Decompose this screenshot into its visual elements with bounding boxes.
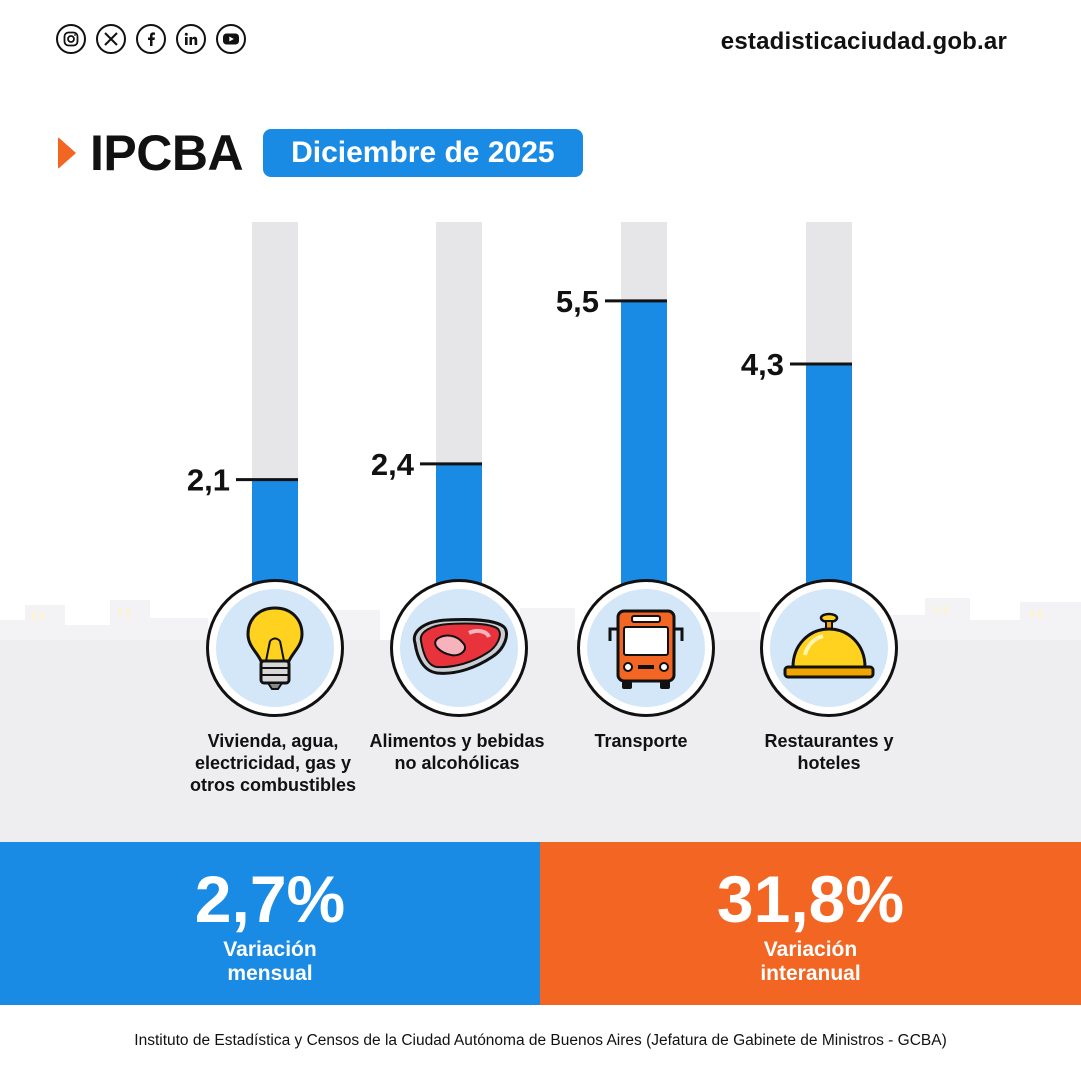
annual-variation-panel: 31,8% Variación interanual xyxy=(540,842,1081,1005)
bar-value-label: 5,5 xyxy=(556,284,599,319)
category-label: Restaurantes y hoteles xyxy=(764,731,894,773)
category-label: Vivienda, agua, electricidad, gas y otro… xyxy=(189,731,357,795)
page-title: IPCBA xyxy=(90,125,244,181)
monthly-variation-value: 2,7% xyxy=(194,862,346,936)
meat-icon xyxy=(412,618,508,675)
category-icon-circle xyxy=(206,579,344,717)
category-label: Alimentos y bebidas no alcohólicas xyxy=(369,731,545,773)
annual-variation-value: 31,8% xyxy=(716,862,905,936)
bar xyxy=(436,463,482,590)
linkedin-icon[interactable] xyxy=(176,24,206,54)
monthly-variation-label: Variación mensual xyxy=(223,938,317,985)
site-url[interactable]: estadisticaciudad.gob.ar xyxy=(720,28,1007,55)
service-bell-icon xyxy=(783,612,875,679)
bar-value-label: 2,1 xyxy=(187,463,230,498)
category-icon-circle xyxy=(577,579,715,717)
skyline-band xyxy=(0,640,1081,842)
category-icon-circle xyxy=(760,579,898,717)
bus-icon xyxy=(608,609,684,689)
instagram-icon[interactable] xyxy=(56,24,86,54)
social-links xyxy=(56,24,246,54)
date-badge: Diciembre de 2025 xyxy=(263,129,583,177)
category-label: Transporte xyxy=(594,731,688,751)
monthly-variation-panel: 2,7% Variación mensual xyxy=(0,842,540,1005)
title-row: IPCBA Diciembre de 2025 xyxy=(58,124,583,182)
title-arrow-icon xyxy=(58,137,76,169)
bar xyxy=(621,300,667,590)
category-icon-circle xyxy=(390,579,528,717)
youtube-icon[interactable] xyxy=(216,24,246,54)
x-icon[interactable] xyxy=(96,24,126,54)
bar-chart: 2,1 2,4 5,5 4,3 xyxy=(187,222,852,590)
annual-variation-label: Variación interanual xyxy=(760,938,861,985)
footer-credit: Instituto de Estadística y Censos de la … xyxy=(134,1032,947,1049)
facebook-icon[interactable] xyxy=(136,24,166,54)
bar-value-label: 2,4 xyxy=(371,447,415,482)
bar-value-label: 4,3 xyxy=(741,347,784,382)
lightbulb-icon xyxy=(246,606,304,690)
bar xyxy=(252,479,298,590)
bar xyxy=(806,363,852,590)
